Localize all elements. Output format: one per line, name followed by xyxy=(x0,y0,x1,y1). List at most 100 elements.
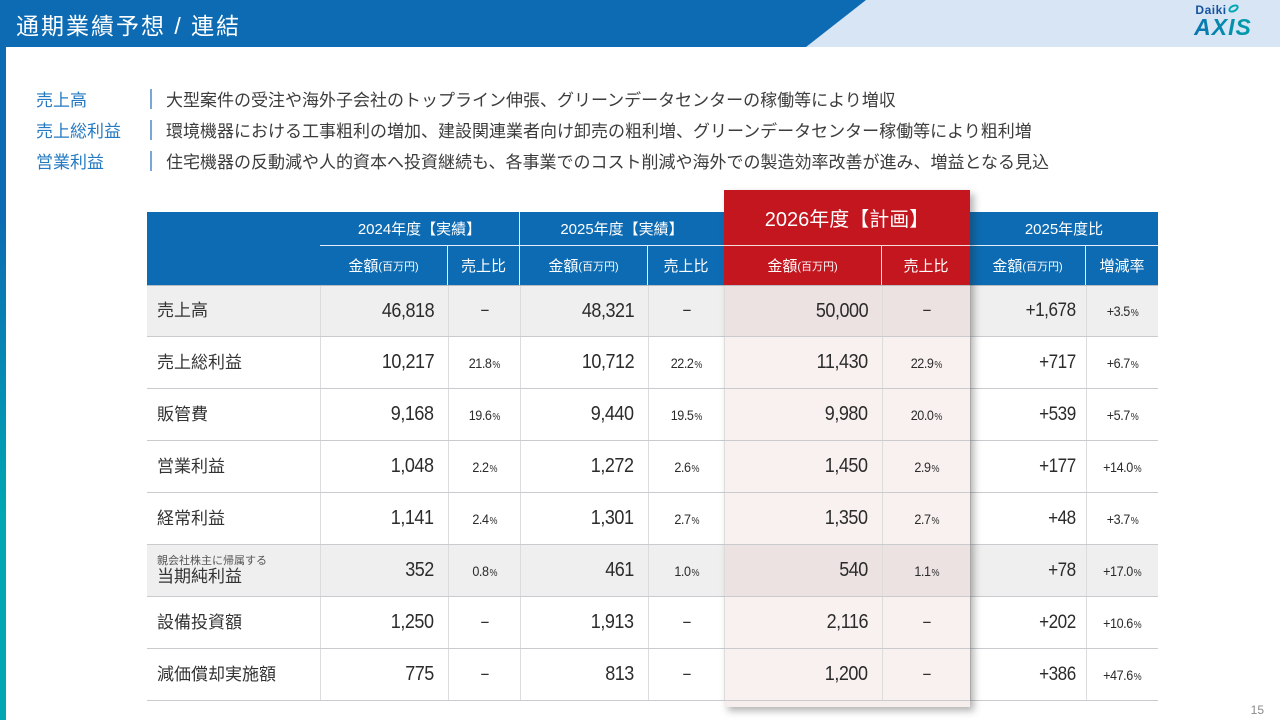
row-label-text: 減価償却実施額 xyxy=(157,664,276,684)
summary-item-gross-profit: 売上総利益 環境機器における工事粗利の増加、建設関連業者向け卸売の粗利増、グリー… xyxy=(36,114,1256,145)
table-cell: 352 xyxy=(320,545,448,596)
table-row: 販管費 9,168 19.6% 9,440 19.5% 9,980 20.0% +539 +5.… xyxy=(147,389,1158,441)
table-cell: +539 xyxy=(970,389,1086,440)
summary-label: 売上総利益 xyxy=(36,122,121,141)
table-cell: 19.6% xyxy=(448,389,520,440)
subheader-2025-ratio: 売上比 xyxy=(648,246,724,285)
table-cell: 11,430 xyxy=(724,337,882,388)
table-cell: − xyxy=(448,286,520,336)
row-label-text: 営業利益 xyxy=(157,456,225,476)
row-label: 販管費 xyxy=(147,389,320,440)
table-cell: 0.8% xyxy=(448,545,520,596)
table-cell: +48 xyxy=(970,493,1086,544)
table-cell: 813 xyxy=(520,649,648,700)
table-cell: 48,321 xyxy=(520,286,648,336)
table-row: 営業利益 1,048 2.2% 1,272 2.6% 1,450 2.9% +177 +14.0… xyxy=(147,441,1158,493)
table-cell: − xyxy=(448,649,520,700)
table-cell: − xyxy=(648,649,724,700)
table-cell: 10,712 xyxy=(520,337,648,388)
header-title-ribbon xyxy=(0,0,866,47)
row-label-text: 売上総利益 xyxy=(157,352,242,372)
subheader-unit: (百万円) xyxy=(1022,260,1063,273)
subheader-2026-ratio: 売上比 xyxy=(882,246,970,285)
table-cell: 1,250 xyxy=(320,597,448,648)
table-cell: +3.7% xyxy=(1086,493,1158,544)
table-cell: 775 xyxy=(320,649,448,700)
row-label: 経常利益 xyxy=(147,493,320,544)
table-cell: +202 xyxy=(970,597,1086,648)
table-cell: 2.2% xyxy=(448,441,520,492)
row-label: 売上高 xyxy=(147,286,320,336)
left-accent-bar xyxy=(0,0,6,720)
plan-group-label: 2026年度【計画】 xyxy=(724,190,970,246)
table-cell: +386 xyxy=(970,649,1086,700)
page-number: 15 xyxy=(1250,703,1264,717)
row-label: 親会社株主に帰属する 当期純利益 xyxy=(147,545,320,596)
table-cell: 1,913 xyxy=(520,597,648,648)
subheader-unit: (百万円) xyxy=(797,260,838,273)
row-label: 設備投資額 xyxy=(147,597,320,648)
table-corner-cell xyxy=(147,212,320,285)
row-label-text: 販管費 xyxy=(157,404,208,424)
table-cell: 46,818 xyxy=(320,286,448,336)
table-cell: 2.4% xyxy=(448,493,520,544)
summary-text: 環境機器における工事粗利の増加、建設関連業者向け卸売の粗利増、グリーンデータセン… xyxy=(166,122,1032,141)
summary-item-sales: 売上高 大型案件の受注や海外子会社のトップライン伸張、グリーンデータセンターの稼… xyxy=(36,83,1256,114)
logo-axis-text: AXIS xyxy=(1180,16,1266,39)
subheader-main: 増減率 xyxy=(1099,258,1145,275)
table-cell: 19.5% xyxy=(648,389,724,440)
table-cell: 1,450 xyxy=(724,441,882,492)
table-cell: 1,301 xyxy=(520,493,648,544)
table-cell: 9,440 xyxy=(520,389,648,440)
subheader-yoy-amount: 金額 (百万円) xyxy=(970,246,1086,285)
table-cell: 10,217 xyxy=(320,337,448,388)
subheader-unit: (百万円) xyxy=(378,260,419,273)
table-row: 売上総利益 10,217 21.8% 10,712 22.2% 11,430 22.9% +7… xyxy=(147,337,1158,389)
row-label: 営業利益 xyxy=(147,441,320,492)
row-label-text: 当期純利益 xyxy=(157,566,242,586)
table-cell: +3.5% xyxy=(1086,286,1158,336)
table-cell: +10.6% xyxy=(1086,597,1158,648)
table-row: 減価償却実施額 775−813−1,200− +386 +47.6% xyxy=(147,649,1158,701)
row-label-text: 売上高 xyxy=(157,301,208,321)
subheader-main: 金額 xyxy=(992,258,1023,275)
table-cell: 1.1% xyxy=(882,545,970,596)
table-cell: 461 xyxy=(520,545,648,596)
header-band: 通期業績予想 / 連結 Daiki AXIS xyxy=(0,0,1280,47)
table-row: 親会社株主に帰属する 当期純利益 352 0.8% 461 1.0% 540 1.1% +78 +… xyxy=(147,545,1158,597)
summary-list: 売上高 大型案件の受注や海外子会社のトップライン伸張、グリーンデータセンターの稼… xyxy=(36,83,1256,176)
table-cell: 20.0% xyxy=(882,389,970,440)
table-cell: − xyxy=(882,597,970,648)
table-cell: 2.7% xyxy=(882,493,970,544)
table-cell: − xyxy=(882,649,970,700)
table-cell: − xyxy=(648,597,724,648)
table-cell: 1.0% xyxy=(648,545,724,596)
row-sublabel: 親会社株主に帰属する xyxy=(157,554,267,567)
subheader-yoy-rate: 増減率 xyxy=(1086,246,1158,285)
table-cell: 540 xyxy=(724,545,882,596)
subheader-2025-amount: 金額 (百万円) xyxy=(520,246,648,285)
row-label-text: 経常利益 xyxy=(157,508,225,528)
table-cell: +47.6% xyxy=(1086,649,1158,700)
table-cell: 2,116 xyxy=(724,597,882,648)
table-cell: +717 xyxy=(970,337,1086,388)
subheader-main: 売上比 xyxy=(663,258,709,275)
table-row: 設備投資額 1,250−1,913−2,116− +202 +10.6% xyxy=(147,597,1158,649)
table-row: 経常利益 1,141 2.4% 1,301 2.7% 1,350 2.7% +48 +3.7% xyxy=(147,493,1158,545)
droplet-icon xyxy=(1226,2,1240,15)
table-cell: 22.2% xyxy=(648,337,724,388)
col-group-yoy: 2025年度比 xyxy=(970,212,1158,246)
table-cell: 2.9% xyxy=(882,441,970,492)
table-cell: +5.7% xyxy=(1086,389,1158,440)
page-title: 通期業績予想 / 連結 xyxy=(16,12,242,39)
table-cell: +177 xyxy=(970,441,1086,492)
subheader-main: 金額 xyxy=(348,258,379,275)
subheader-main: 売上比 xyxy=(903,258,949,275)
table-body: 売上高 46,818−48,321−50,000− +1,678 +3.5% 売上総利益… xyxy=(147,285,1158,701)
subheader-main: 金額 xyxy=(767,258,798,275)
separator-bar xyxy=(150,88,152,109)
logo-daiki-label: Daiki xyxy=(1195,3,1227,17)
row-label: 減価償却実施額 xyxy=(147,649,320,700)
table-cell: 2.6% xyxy=(648,441,724,492)
